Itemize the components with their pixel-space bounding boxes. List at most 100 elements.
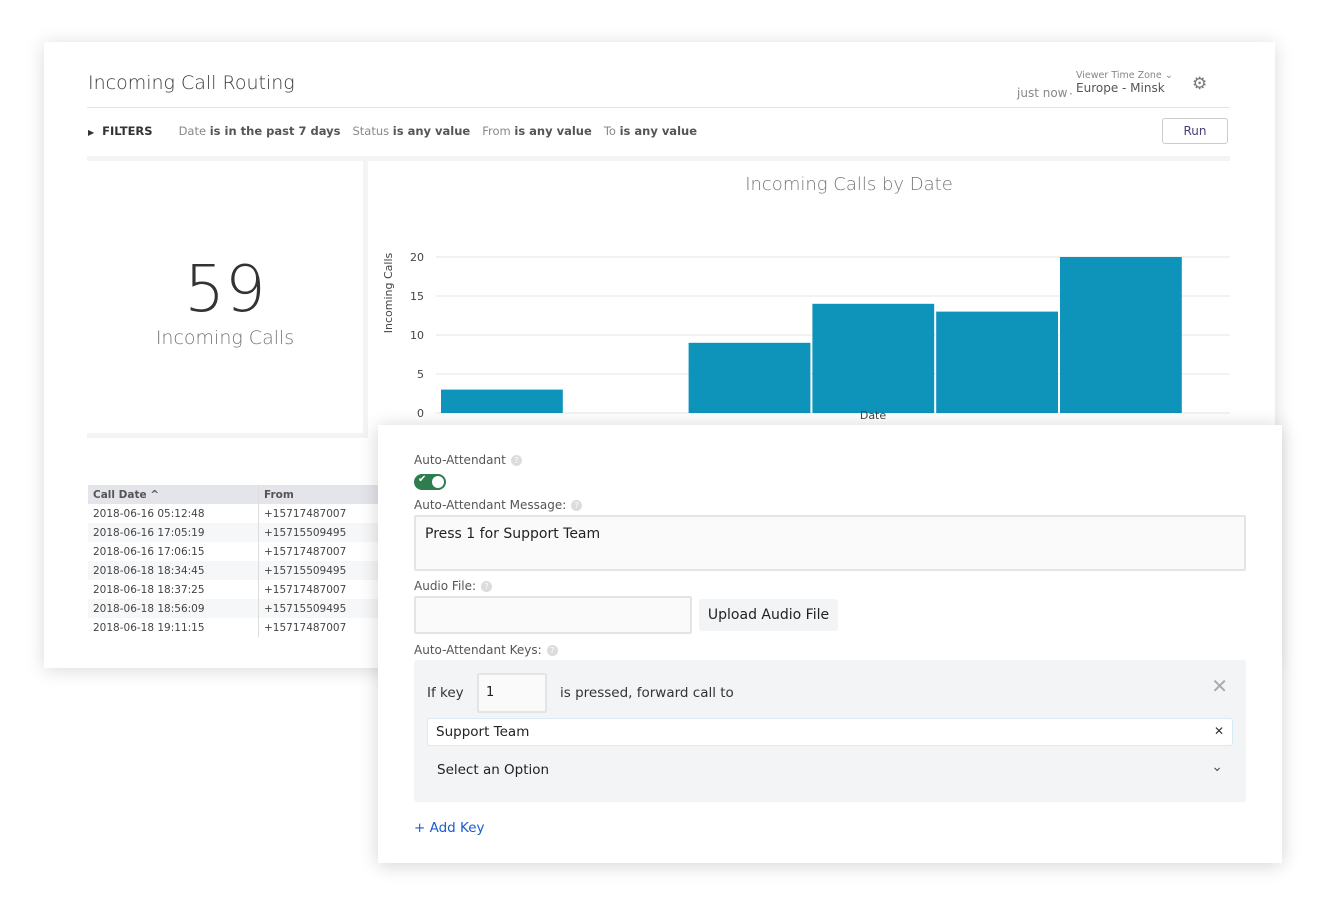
label-text: Auto-Attendant xyxy=(414,453,506,467)
add-key-link[interactable]: + Add Key xyxy=(414,820,485,836)
y-tick-label: 5 xyxy=(417,368,424,381)
last-updated: just now xyxy=(1017,86,1068,100)
bar[interactable] xyxy=(812,303,935,413)
auto-attendant-label: Auto-Attendant? xyxy=(414,453,522,467)
selected-target[interactable]: Support Team ✕ xyxy=(427,718,1233,746)
filters-label: FILTERS xyxy=(102,124,153,138)
upload-audio-button[interactable]: Upload Audio File xyxy=(699,599,838,631)
auto-attendant-toggle[interactable]: ✔ xyxy=(414,474,446,490)
table-row[interactable]: 2018-06-16 17:06:15 +15717487007 xyxy=(88,542,379,561)
filter-cond: is in the past 7 days xyxy=(209,124,341,138)
cell-call-date: 2018-06-18 18:56:09 xyxy=(88,599,259,618)
separator: · xyxy=(1069,87,1073,101)
selected-target-label: Support Team xyxy=(436,724,530,740)
sort-ascending-icon: ^ xyxy=(150,488,160,501)
table-row[interactable]: 2018-06-18 18:56:09 +15715509495 xyxy=(88,599,379,618)
filter-status[interactable]: Status is any value xyxy=(352,124,470,138)
cell-call-date: 2018-06-16 05:12:48 xyxy=(88,504,259,523)
key-input[interactable]: 1 xyxy=(477,673,547,713)
message-input[interactable]: Press 1 for Support Team xyxy=(414,515,1246,571)
y-tick-label: 20 xyxy=(410,251,424,264)
filter-cond: is any value xyxy=(619,124,698,138)
filter-field: Status xyxy=(352,124,390,138)
chevron-down-icon: ⌄ xyxy=(1164,70,1173,81)
select-placeholder: Select an Option xyxy=(437,762,550,778)
column-header-from[interactable]: From xyxy=(258,485,379,504)
label-text: Auto-Attendant Keys: xyxy=(414,643,542,657)
target-select[interactable]: Select an Option ⌄ xyxy=(427,755,1231,785)
key-rule: If key 1 is pressed, forward call to ✕ S… xyxy=(414,660,1246,802)
cell-from: +15717487007 xyxy=(264,621,347,634)
clear-selection-icon[interactable]: ✕ xyxy=(1213,724,1224,738)
help-icon[interactable]: ? xyxy=(481,581,493,592)
single-value-tile: 59 Incoming Calls xyxy=(87,161,368,438)
remove-key-icon[interactable]: ✕ xyxy=(1211,674,1228,698)
timezone-select[interactable]: Europe - Minsk xyxy=(1076,81,1165,95)
divider xyxy=(87,156,1230,161)
column-header-call-date[interactable]: Call Date ^ xyxy=(88,485,259,504)
filters-bar: ▶ FILTERS Date is in the past 7 days Sta… xyxy=(88,124,697,138)
y-tick-label: 10 xyxy=(410,329,424,342)
audio-file-input[interactable] xyxy=(414,596,692,634)
cell-from: +15717487007 xyxy=(264,583,347,596)
bar[interactable] xyxy=(936,311,1058,413)
column-label: Call Date xyxy=(93,488,147,501)
help-icon[interactable]: ? xyxy=(571,500,583,511)
label-text: Audio File: xyxy=(414,579,477,593)
filter-to[interactable]: To is any value xyxy=(604,124,697,138)
gear-icon[interactable]: ⚙ xyxy=(1192,74,1208,94)
timezone-label[interactable]: Viewer Time Zone ⌄ xyxy=(1076,70,1173,81)
cell-from: +15715509495 xyxy=(258,561,379,580)
bar[interactable] xyxy=(688,342,811,413)
bar[interactable] xyxy=(441,389,563,413)
key-suffix: is pressed, forward call to xyxy=(560,685,734,701)
filter-field: Date xyxy=(178,124,207,138)
filter-field: To xyxy=(603,124,616,138)
auto-attendant-form: Auto-Attendant? ✔ Auto-Attendant Message… xyxy=(378,425,1282,863)
help-icon[interactable]: ? xyxy=(510,455,522,466)
run-button[interactable]: Run xyxy=(1162,118,1228,144)
table-row[interactable]: 2018-06-18 18:37:25 +15717487007 xyxy=(88,580,379,599)
y-axis-label: Incoming Calls xyxy=(382,252,395,333)
help-icon[interactable]: ? xyxy=(546,645,558,656)
chevron-down-icon: ⌄ xyxy=(1211,759,1223,775)
toggle-knob xyxy=(432,476,444,488)
label-text: Auto-Attendant Message: xyxy=(414,498,567,512)
cell-call-date: 2018-06-18 18:37:25 xyxy=(88,580,259,599)
calls-table: Call Date ^ From 2018-06-16 05:12:48 +157… xyxy=(88,485,379,637)
filter-cond: is any value xyxy=(514,124,592,138)
x-axis-label: Date xyxy=(860,409,887,422)
cell-call-date: 2018-06-18 18:34:45 xyxy=(88,561,259,580)
table-row[interactable]: 2018-06-18 18:34:45 +15715509495 xyxy=(88,561,379,580)
bar-chart: Incoming Calls by Date 05101520Sat 16Jun… xyxy=(382,174,1230,430)
timezone-label-text: Viewer Time Zone xyxy=(1076,70,1162,81)
cell-call-date: 2018-06-18 19:11:15 xyxy=(88,618,259,637)
chart-title: Incoming Calls by Date xyxy=(745,174,953,195)
cell-from: +15715509495 xyxy=(258,599,379,618)
divider xyxy=(87,107,1230,108)
message-label: Auto-Attendant Message:? xyxy=(414,498,583,512)
filters-toggle[interactable]: ▶ FILTERS xyxy=(88,124,153,138)
check-icon: ✔ xyxy=(418,474,427,485)
key-prefix: If key xyxy=(427,685,464,701)
audio-file-label: Audio File:? xyxy=(414,579,493,593)
single-value: 59 xyxy=(184,253,266,327)
filter-date[interactable]: Date is in the past 7 days xyxy=(179,124,341,138)
y-tick-label: 15 xyxy=(410,290,424,303)
cell-from: +15715509495 xyxy=(258,523,379,542)
table-row[interactable]: 2018-06-16 17:05:19 +15715509495 xyxy=(88,523,379,542)
table-row[interactable]: 2018-06-16 05:12:48 +15717487007 xyxy=(88,504,379,523)
filter-cond: is any value xyxy=(392,124,471,138)
table-row[interactable]: 2018-06-18 19:11:15 +15717487007 xyxy=(88,618,379,637)
single-value-label: Incoming Calls xyxy=(155,327,295,349)
cell-call-date: 2018-06-16 17:06:15 xyxy=(88,542,259,561)
calls-table-wrap: Call Date ^ From 2018-06-16 05:12:48 +157… xyxy=(88,485,379,637)
caret-right-icon: ▶ xyxy=(88,128,95,137)
cell-call-date: 2018-06-16 17:05:19 xyxy=(88,523,259,542)
filter-from[interactable]: From is any value xyxy=(482,124,592,138)
cell-from: +15717487007 xyxy=(264,545,347,558)
cell-from: +15717487007 xyxy=(264,507,347,520)
bar[interactable] xyxy=(1060,257,1182,413)
y-tick-label: 0 xyxy=(417,407,424,420)
keys-label: Auto-Attendant Keys:? xyxy=(414,643,558,657)
